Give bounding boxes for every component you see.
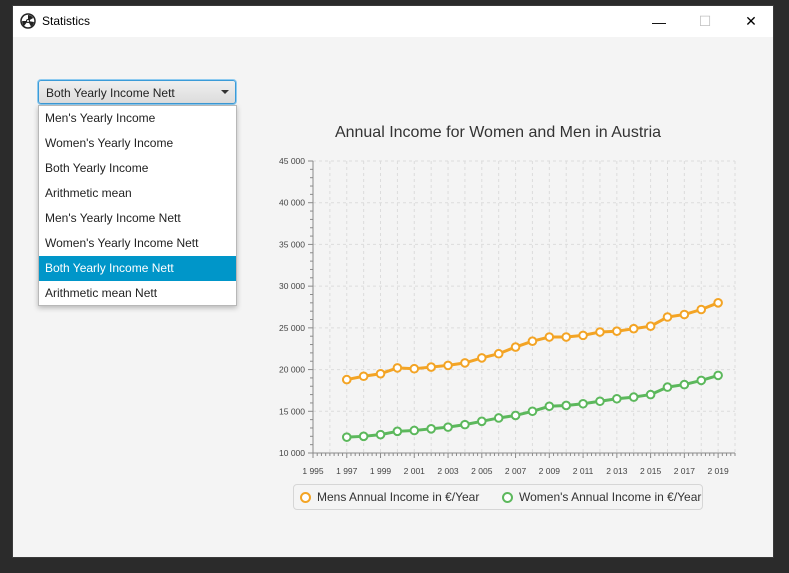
data-point-mens	[679, 309, 690, 320]
y-tick-label: 25 000	[279, 323, 305, 333]
data-point-mens	[662, 312, 673, 322]
x-tick-label: 2 011	[573, 466, 594, 476]
data-point-womens	[544, 401, 555, 412]
dataset-combo-box[interactable]: Both Yearly Income Nett	[38, 80, 236, 104]
x-tick-label: 2 013	[606, 466, 628, 476]
data-point-mens	[612, 326, 622, 336]
data-point-womens	[375, 429, 386, 440]
y-tick-label: 15 000	[279, 406, 305, 416]
y-tick-label: 30 000	[279, 281, 305, 291]
data-point-mens	[578, 330, 588, 341]
maximize-button[interactable]: ☐	[698, 13, 712, 29]
data-point-mens	[477, 353, 487, 363]
data-point-womens	[426, 424, 436, 434]
data-point-womens	[341, 432, 352, 442]
x-tick-label: 1 999	[370, 466, 392, 476]
statistics-window: Statistics — ☐ ✕ Both Yearly Income Nett…	[13, 6, 773, 557]
chart-title: Annual Income for Women and Men in Austr…	[334, 124, 662, 141]
data-point-womens	[358, 431, 369, 442]
data-point-mens	[595, 327, 605, 337]
x-tick-label: 1 997	[336, 466, 358, 476]
data-point-mens	[544, 332, 555, 342]
minimize-button[interactable]: —	[652, 13, 666, 30]
y-tick-label: 45 000	[279, 156, 305, 166]
data-point-womens	[713, 370, 723, 381]
combo-dropdown-list: Men's Yearly Income Women's Yearly Incom…	[38, 105, 237, 306]
data-point-mens	[628, 323, 639, 334]
data-point-mens	[358, 371, 369, 382]
y-tick-label: 35 000	[279, 239, 305, 249]
data-point-mens	[645, 321, 656, 331]
data-point-mens	[527, 336, 538, 347]
combo-option-womens-yearly-income[interactable]: Women's Yearly Income	[45, 136, 174, 150]
data-point-womens	[493, 413, 504, 423]
chart-legend: Mens Annual Income in €/Year Women's Ann…	[293, 484, 703, 510]
data-point-womens	[443, 422, 453, 432]
data-point-womens	[595, 396, 605, 407]
data-point-mens	[341, 374, 352, 385]
combo-selected-value: Both Yearly Income Nett	[46, 86, 175, 100]
data-point-mens	[493, 348, 504, 359]
data-point-mens	[375, 368, 386, 379]
close-button[interactable]: ✕	[745, 13, 757, 29]
x-tick-label: 2 003	[437, 466, 459, 476]
x-tick-label: 1 995	[302, 466, 324, 476]
data-point-mens	[426, 362, 436, 372]
x-tick-label: 2 009	[539, 466, 561, 476]
data-point-womens	[460, 419, 470, 430]
y-tick-label: 20 000	[279, 365, 305, 375]
data-point-womens	[392, 426, 403, 437]
chevron-down-icon[interactable]	[221, 90, 229, 94]
data-point-womens	[696, 375, 707, 386]
combo-option-both-yearly-income[interactable]: Both Yearly Income	[45, 161, 149, 175]
data-point-mens	[443, 360, 453, 371]
x-tick-label: 2 015	[640, 466, 662, 476]
data-point-womens	[578, 398, 588, 409]
data-point-womens	[628, 392, 639, 402]
legend-item-mens: Mens Annual Income in €/Year	[300, 490, 479, 504]
data-point-womens	[662, 382, 673, 392]
chart-plot-area: 10 000 15 000 20 000 25 000 30 000 35 000 40 0…	[279, 156, 736, 476]
combo-option-womens-yearly-income-nett[interactable]: Women's Yearly Income Nett	[45, 236, 199, 250]
app-icon	[20, 13, 36, 29]
legend-symbol-womens	[502, 491, 513, 503]
data-point-womens	[409, 425, 420, 436]
income-line-chart: Annual Income for Women and Men in Austr…	[253, 116, 743, 516]
data-point-mens	[713, 298, 723, 308]
window-title: Statistics	[42, 14, 91, 28]
combo-option-mens-yearly-income[interactable]: Men's Yearly Income	[45, 111, 156, 125]
y-tick-label: 10 000	[279, 448, 305, 458]
x-tick-label: 2 005	[471, 466, 493, 476]
x-tick-label: 2 007	[505, 466, 527, 476]
data-point-mens	[510, 342, 521, 352]
data-point-mens	[392, 363, 403, 373]
combo-option-mens-yearly-income-nett[interactable]: Men's Yearly Income Nett	[45, 211, 181, 225]
data-point-mens	[696, 304, 707, 315]
data-point-mens	[460, 358, 470, 368]
combo-option-arithmetic-mean-nett[interactable]: Arithmetic mean Nett	[45, 286, 158, 300]
combo-option-both-yearly-income-nett[interactable]: Both Yearly Income Nett	[39, 256, 236, 281]
x-tick-label: 2 017	[674, 466, 696, 476]
y-tick-label: 40 000	[279, 198, 305, 208]
data-point-womens	[612, 393, 622, 404]
data-point-womens	[477, 416, 487, 427]
data-point-womens	[645, 389, 656, 400]
x-tick-label: 2 001	[404, 466, 426, 476]
data-point-womens	[527, 406, 538, 417]
legend-label-womens: Women's Annual Income in €/Year	[519, 490, 702, 504]
data-point-womens	[679, 379, 690, 390]
data-point-mens	[561, 332, 572, 342]
data-point-womens	[561, 400, 572, 411]
data-point-mens	[409, 363, 420, 374]
legend-item-womens: Women's Annual Income in €/Year	[502, 490, 701, 504]
legend-symbol-mens	[300, 491, 311, 503]
x-tick-label: 2 019	[707, 466, 729, 476]
combo-option-arithmetic-mean[interactable]: Arithmetic mean	[45, 186, 132, 200]
legend-label-mens: Mens Annual Income in €/Year	[317, 490, 480, 504]
plot-background	[313, 161, 735, 453]
data-point-womens	[510, 410, 521, 421]
title-bar: Statistics — ☐ ✕	[13, 6, 773, 37]
